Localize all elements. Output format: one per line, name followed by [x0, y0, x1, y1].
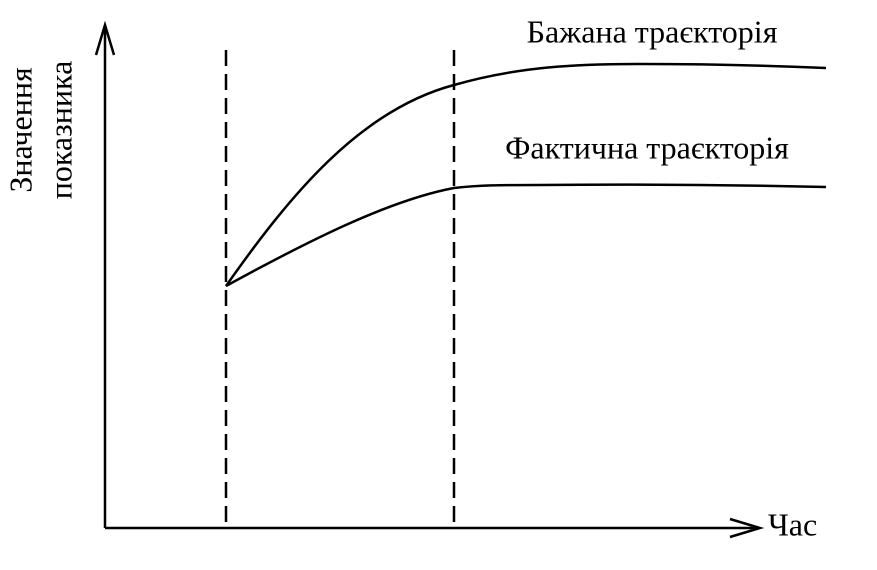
actual-label: Фактична траєкторія [505, 129, 789, 165]
actual-curve [225, 183, 827, 288]
x-axis-label: Час [768, 506, 817, 542]
y-arrow [94, 20, 116, 56]
y-axis-label: показника [42, 61, 78, 200]
x-arrow [729, 517, 765, 539]
y-axis-label: Значення [2, 67, 38, 193]
desired-label: Бажана траєкторія [527, 13, 778, 49]
desired-curve [224, 62, 827, 287]
